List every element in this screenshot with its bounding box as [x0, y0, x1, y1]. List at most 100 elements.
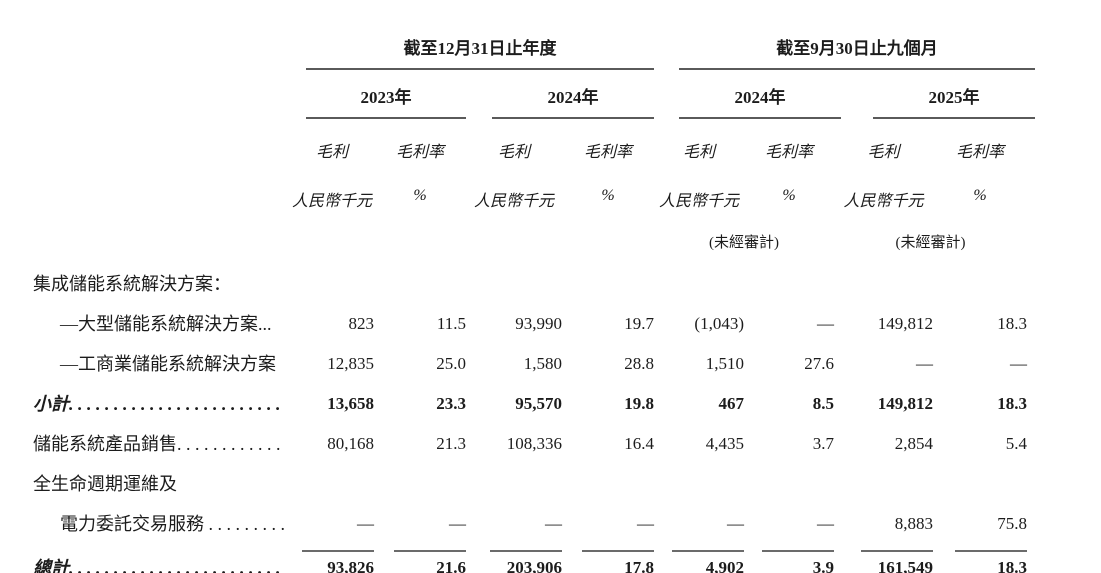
unit-rmb-thousand: 人民幣千元: [291, 193, 372, 210]
column-rule: [582, 544, 654, 552]
column-rule: [302, 544, 374, 552]
row-label: 集成儲能系統解決方案：: [33, 274, 231, 294]
value-cell: 203,906: [506, 558, 562, 573]
value-cell: 3.9: [812, 558, 834, 573]
table-body: 集成儲能系統解決方案： —大型儲能系統解決方案... 823 11.5 93,9…: [0, 264, 1101, 573]
value-cell: 19.7: [624, 314, 654, 333]
table-row-commercial-industrial-ess: —工商業儲能系統解決方案 12,835 25.0 1,580 28.8 1,51…: [0, 344, 1101, 384]
unit-rmb-thousand: 人民幣千元: [473, 193, 554, 210]
value-cell: 17.8: [624, 558, 654, 573]
unit-rmb-thousand: 人民幣千元: [843, 193, 924, 210]
unaudited-note: (未經審計): [895, 235, 966, 251]
year-header-2023: 2023年: [306, 70, 466, 119]
value-cell: 823: [348, 314, 375, 333]
table-row-total: 總計. . . . . . . . . . . . . . . . . . . …: [0, 550, 1101, 573]
value-cell: 19.8: [624, 394, 654, 413]
column-rule: [861, 544, 933, 552]
value-cell: 18.3: [997, 394, 1027, 413]
spacer: [0, 187, 290, 211]
value-cell: —: [637, 514, 654, 533]
value-cell: —: [449, 514, 466, 533]
row-label: —工商業儲能系統解決方案: [60, 354, 276, 374]
row-label: 電力委託交易服務 . . . . . . . . .: [60, 514, 285, 534]
year-header-row: 2023年 2024年 2024年 2025年: [0, 70, 1101, 119]
unit-header-row: 人民幣千元 % 人民幣千元 % 人民幣千元 % 人民幣千元 %: [0, 187, 1101, 211]
value-cell: 27.6: [804, 354, 834, 373]
row-label: 總計. . . . . . . . . . . . . . . . . . . …: [33, 558, 281, 573]
value-cell: 11.5: [436, 314, 466, 333]
value-cell: 12,835: [327, 354, 374, 373]
value-cell: 93,990: [515, 314, 562, 333]
value-cell: —: [545, 514, 562, 533]
value-cell: 75.8: [997, 514, 1027, 533]
table-row-power-trading-services: 電力委託交易服務 . . . . . . . . . — — — — — — 8…: [0, 504, 1101, 544]
value-cell: 467: [718, 394, 745, 413]
value-cell: 4,435: [705, 434, 744, 453]
spacer: [466, 231, 654, 252]
col-header-gross-profit: 毛利: [315, 144, 348, 161]
value-cell: —: [817, 514, 834, 533]
period-header-annual: 截至12月31日止年度: [306, 0, 654, 70]
col-header-gross-margin: 毛利率: [955, 144, 1004, 161]
value-cell: 8.5: [812, 394, 834, 413]
spacer: [290, 231, 466, 252]
value-cell: 80,168: [327, 434, 374, 453]
value-cell: —: [916, 354, 933, 373]
unaudited-row: (未經審計) (未經審計): [0, 231, 1101, 252]
measure-header-row: 毛利 毛利率 毛利 毛利率 毛利 毛利率 毛利 毛利率: [0, 138, 1101, 162]
spacer: [0, 231, 290, 252]
value-cell: 5.4: [1005, 434, 1027, 453]
column-rule: [490, 544, 562, 552]
col-header-gross-profit: 毛利: [497, 144, 530, 161]
table-row-ess-product-sales: 儲能系統產品銷售. . . . . . . . . . . . 80,168 2…: [0, 424, 1101, 464]
table-row-integrated-solutions-heading: 集成儲能系統解決方案：: [0, 264, 1101, 304]
unit-rmb-thousand: 人民幣千元: [658, 193, 739, 210]
value-cell: 1,580: [523, 354, 562, 373]
value-cell: 149,812: [877, 314, 933, 333]
row-label: 儲能系統產品銷售. . . . . . . . . . . .: [33, 434, 281, 454]
value-cell: 8,883: [894, 514, 933, 533]
column-rule: [394, 544, 466, 552]
unit-percent: %: [973, 187, 987, 204]
value-cell: 161,549: [877, 558, 933, 573]
value-cell: 21.3: [436, 434, 466, 453]
unit-percent: %: [782, 187, 796, 204]
row-label: 小計. . . . . . . . . . . . . . . . . . . …: [33, 394, 281, 414]
row-label: 全生命週期運維及: [33, 474, 177, 494]
value-cell: 18.3: [997, 314, 1027, 333]
col-header-gross-profit: 毛利: [682, 144, 715, 161]
col-header-gross-margin: 毛利率: [583, 144, 632, 161]
value-cell: 95,570: [515, 394, 562, 413]
value-cell: 21.6: [436, 558, 466, 573]
table-row-lifecycle-om-line1: 全生命週期運維及: [0, 464, 1101, 504]
unit-percent: %: [413, 187, 427, 204]
value-cell: (1,043): [694, 314, 744, 333]
value-cell: 23.3: [436, 394, 466, 413]
value-cell: 93,826: [327, 558, 374, 573]
value-cell: 25.0: [436, 354, 466, 373]
column-rule: [762, 544, 834, 552]
spacer: [0, 0, 290, 70]
col-header-gross-margin: 毛利率: [764, 144, 813, 161]
value-cell: 2,854: [894, 434, 933, 453]
pre-total-rule-row: [0, 544, 1101, 552]
col-header-gross-profit: 毛利: [867, 144, 900, 161]
unaudited-note: (未經審計): [709, 235, 779, 251]
column-rule: [955, 544, 1027, 552]
value-cell: 16.4: [624, 434, 654, 453]
value-cell: 108,336: [506, 434, 562, 453]
table-row-large-scale-ess: —大型儲能系統解決方案... 823 11.5 93,990 19.7 (1,0…: [0, 304, 1101, 344]
period-header-nine-months: 截至9月30日止九個月: [679, 0, 1035, 70]
period-header-row: 截至12月31日止年度 截至9月30日止九個月: [0, 0, 1101, 70]
value-cell: 28.8: [624, 354, 654, 373]
value-cell: 1,510: [705, 354, 744, 373]
year-header-2025-9m: 2025年: [873, 70, 1035, 119]
value-cell: —: [357, 514, 374, 533]
spacer: [0, 138, 290, 162]
value-cell: 4,902: [705, 558, 744, 573]
unit-percent: %: [601, 187, 615, 204]
value-cell: —: [1010, 354, 1027, 373]
value-cell: —: [817, 314, 834, 333]
year-header-2024-annual: 2024年: [492, 70, 654, 119]
